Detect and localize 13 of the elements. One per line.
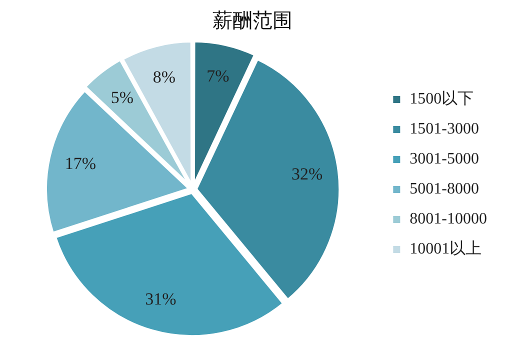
data-label: 32% <box>292 164 323 184</box>
legend-label: 3001-5000 <box>410 150 479 168</box>
legend-label: 5001-8000 <box>410 180 479 198</box>
legend-label: 10001以上 <box>410 240 482 258</box>
chart-title: 薪酬范围 <box>212 8 292 32</box>
legend-label: 1500以下 <box>410 90 474 108</box>
data-label: 7% <box>206 66 230 86</box>
data-label: 5% <box>110 88 134 107</box>
data-label: 17% <box>64 154 96 173</box>
data-label: 8% <box>152 67 176 86</box>
data-label: 31% <box>145 290 176 309</box>
legend-label: 8001-10000 <box>410 210 487 228</box>
legend-label: 1501-3000 <box>410 120 479 138</box>
